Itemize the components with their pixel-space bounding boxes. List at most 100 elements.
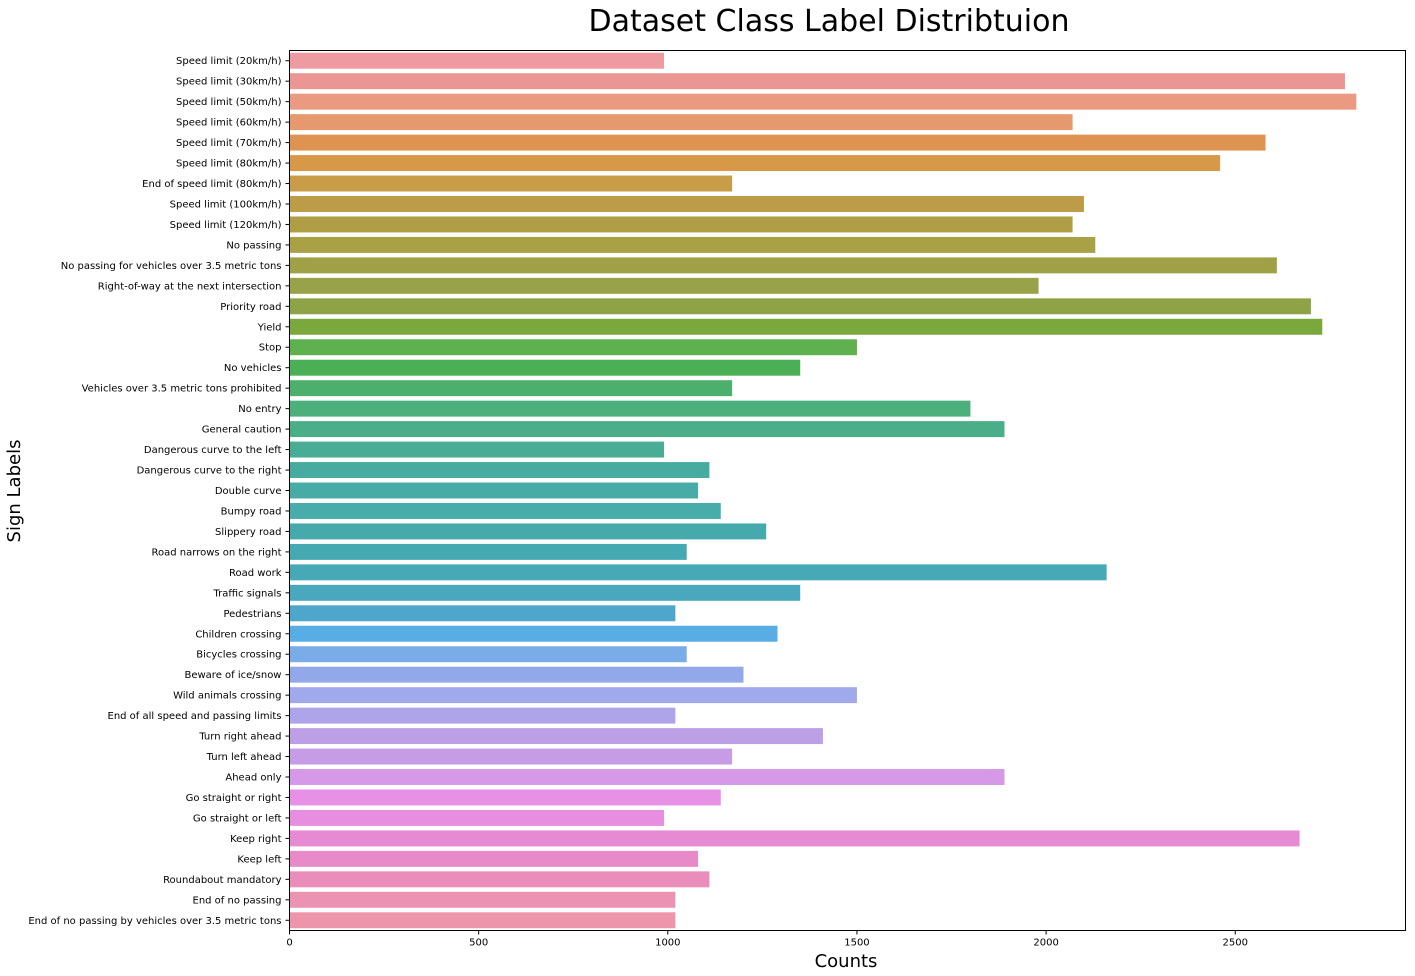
bar-37: [289, 809, 665, 826]
bar-18: [289, 421, 1005, 438]
y-tick-label: Turn right ahead: [198, 732, 281, 743]
y-tick-labels: Speed limit (20km/h) Speed limit (30km/h)…: [28, 56, 290, 927]
bar-12: [289, 298, 1311, 315]
y-tick-label: General caution: [202, 425, 282, 436]
bar-23: [289, 523, 767, 540]
plot-frame: [289, 50, 1406, 931]
bar-16: [289, 380, 733, 397]
y-tick-label: Speed limit (50km/h): [176, 97, 282, 108]
x-tick-label: 500: [469, 938, 488, 949]
bar-36: [289, 789, 721, 806]
y-axis-label: Sign Labels: [4, 440, 25, 543]
y-tick-label: Speed limit (20km/h): [176, 56, 282, 67]
bar-32: [289, 707, 676, 724]
y-tick-label: Speed limit (30km/h): [176, 77, 282, 88]
y-tick-label: Double curve: [215, 486, 282, 497]
bar-35: [289, 769, 1005, 785]
y-tick-label: End of no passing: [193, 895, 282, 906]
bar-24: [289, 543, 687, 560]
bar-19: [289, 441, 665, 458]
x-tick-label: 1000: [655, 938, 680, 949]
y-tick-label: Go straight or right: [186, 793, 282, 804]
bar-17: [289, 400, 971, 417]
bar-27: [289, 605, 676, 622]
bar-33: [289, 728, 823, 745]
y-tick-label: Bicycles crossing: [196, 650, 281, 661]
bar-13: [289, 318, 1323, 335]
y-tick-label: End of speed limit (80km/h): [142, 179, 281, 190]
bar-0: [289, 52, 665, 69]
bar-39: [289, 850, 699, 867]
bar-38: [289, 830, 1300, 847]
y-tick-label: Road work: [229, 568, 282, 579]
x-tick-label: 1500: [844, 938, 869, 949]
y-tick-label: Yield: [257, 322, 282, 333]
bar-5: [289, 155, 1221, 172]
y-tick-label: Slippery road: [215, 527, 281, 538]
y-tick-label: Speed limit (100km/h): [170, 199, 282, 210]
y-tick-label: No vehicles: [224, 363, 282, 374]
bars-group: [289, 52, 1357, 929]
bar-6: [289, 175, 733, 192]
bar-42: [289, 912, 676, 929]
y-tick-label: Keep left: [237, 854, 281, 865]
y-tick-label: Speed limit (70km/h): [176, 138, 282, 149]
bar-2: [289, 93, 1357, 110]
y-tick-label: No passing: [226, 240, 281, 251]
bar-10: [289, 257, 1277, 274]
y-tick-label: Dangerous curve to the left: [144, 445, 282, 456]
y-tick-label: Turn left ahead: [206, 752, 282, 763]
y-tick-label: Stop: [259, 343, 282, 354]
y-tick-label: Keep right: [230, 834, 281, 845]
bar-22: [289, 502, 721, 519]
y-tick-label: Speed limit (80km/h): [176, 159, 282, 170]
y-tick-label: Pedestrians: [223, 609, 281, 620]
y-tick-label: End of no passing by vehicles over 3.5 m…: [28, 916, 281, 927]
bar-29: [289, 646, 687, 663]
x-tick-label: 2500: [1223, 938, 1248, 949]
bar-30: [289, 666, 744, 683]
y-tick-label: Ahead only: [225, 773, 281, 784]
y-tick-label: Speed limit (60km/h): [176, 118, 282, 129]
x-tick-label: 0: [286, 938, 292, 949]
y-tick-label: Children crossing: [195, 629, 281, 640]
y-tick-label: Speed limit (120km/h): [170, 220, 282, 231]
x-tick-label: 2000: [1033, 938, 1058, 949]
bar-15: [289, 359, 801, 376]
bar-3: [289, 114, 1073, 131]
x-tick-labels: 0 500 1000 1500 2000 2500: [286, 930, 1248, 949]
bar-9: [289, 236, 1096, 253]
y-tick-label: Beware of ice/snow: [184, 670, 281, 681]
chart-title: Dataset Class Label Distribtuion: [589, 4, 1070, 39]
bar-8: [289, 216, 1073, 233]
y-tick-label: Priority road: [220, 302, 281, 313]
y-tick-label: No entry: [238, 404, 281, 415]
bar-21: [289, 482, 699, 499]
bar-25: [289, 564, 1107, 581]
bar-20: [289, 462, 710, 479]
bar-7: [289, 196, 1084, 212]
bar-26: [289, 584, 801, 601]
y-tick-label: Bumpy road: [221, 506, 282, 517]
y-tick-label: Right-of-way at the next intersection: [98, 281, 282, 292]
bar-14: [289, 339, 857, 356]
bar-1: [289, 73, 1345, 90]
x-axis-label: Counts: [815, 951, 878, 972]
y-tick-label: Dangerous curve to the right: [137, 466, 282, 477]
y-tick-label: Wild animals crossing: [173, 691, 281, 702]
bar-11: [289, 277, 1039, 294]
bar-4: [289, 134, 1266, 151]
bar-31: [289, 687, 857, 704]
y-tick-label: Traffic signals: [212, 588, 281, 599]
bar-41: [289, 891, 676, 908]
y-tick-label: No passing for vehicles over 3.5 metric …: [61, 261, 282, 272]
y-tick-label: Road narrows on the right: [152, 547, 282, 558]
y-tick-label: Roundabout mandatory: [163, 875, 282, 886]
bar-28: [289, 625, 778, 642]
y-tick-label: Go straight or left: [193, 813, 282, 824]
bar-34: [289, 748, 733, 765]
y-tick-label: End of all speed and passing limits: [108, 711, 282, 722]
bar-40: [289, 871, 710, 888]
y-tick-label: Vehicles over 3.5 metric tons prohibited: [82, 384, 282, 395]
